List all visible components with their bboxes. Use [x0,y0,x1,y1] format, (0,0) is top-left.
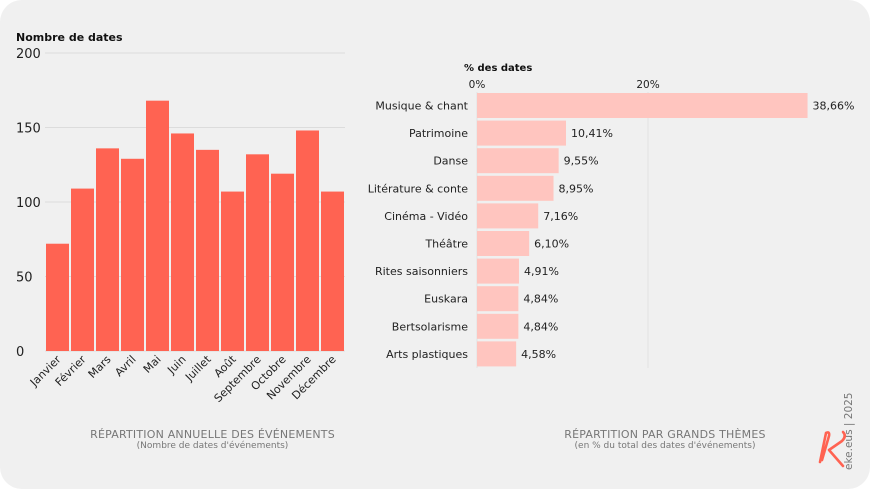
x-axis-title: % des dates [464,63,532,74]
credit-text: eke.eus | 2025 [843,392,855,470]
bar-theme [477,93,808,118]
data-label: 10,41% [571,127,613,140]
y-axis-title: Nombre de dates [16,31,123,44]
data-label: 4,84% [523,293,558,306]
data-label: 8,95% [559,182,594,195]
data-label: 4,84% [523,320,558,333]
category-label: Rites saisonniers [375,265,468,278]
category-label: Danse [433,155,468,168]
bar-theme [477,120,567,146]
left-caption-title: RÉPARTITION ANNUELLE DES ÉVÉNEMENTS [90,428,335,441]
y-tick-label: 0 [16,345,24,360]
category-label: Euskara [424,293,468,306]
bar-theme [477,175,554,201]
bar-décembre [321,191,344,351]
category-label: Patrimoine [409,127,468,140]
bar-août [221,191,244,351]
x-tick-label: Avril [112,353,138,379]
y-tick-label: 100 [16,196,41,211]
x-tick-label: Mars [86,353,114,381]
category-label: Théâtre [424,238,468,251]
right-caption-title: RÉPARTITION PAR GRANDS THÈMES [564,428,766,441]
bar-juin [171,133,194,351]
bar-theme [477,148,559,174]
bar-theme [477,231,530,256]
x-tick-label: 0% [469,79,486,91]
bar-theme [477,286,519,312]
y-tick-label: 200 [16,47,41,62]
data-label: 4,91% [524,265,559,278]
bar-mars [96,148,119,351]
bar-theme [477,203,539,229]
category-label: Arts plastiques [386,348,468,361]
bar-theme [477,258,519,284]
right-caption-subtitle: (en % du total des dates d'événements) [574,441,756,451]
bar-février [71,188,94,351]
x-tick-label: Mai [141,353,164,376]
bar-avril [121,158,144,351]
bar-novembre [296,130,319,351]
left-caption: RÉPARTITION ANNUELLE DES ÉVÉNEMENTS (Nom… [40,428,385,451]
bar-theme [477,313,519,339]
category-label: Cinéma - Vidéo [384,210,468,223]
x-tick-label: Juillet [182,352,214,384]
x-tick-label: 20% [636,79,659,91]
category-label: Bertsolarisme [392,320,468,333]
bar-septembre [246,154,269,351]
y-tick-label: 50 [16,271,33,286]
data-label: 4,58% [521,348,556,361]
data-label: 9,55% [564,155,599,168]
left-caption-subtitle: (Nombre de dates d'événements) [136,441,289,451]
bar-theme [477,341,517,367]
bar-octobre [271,173,294,351]
bar-mai [146,100,169,352]
data-label: 6,10% [534,238,569,251]
right-caption: RÉPARTITION PAR GRANDS THÈMES (en % du t… [490,428,840,451]
data-label: 38,66% [813,100,855,113]
data-label: 7,16% [543,210,578,223]
bar-janvier [46,243,69,351]
category-label: Litérature & conte [368,182,468,195]
category-label: Musique & chant [375,100,468,113]
y-tick-label: 150 [16,122,41,137]
bar-juillet [196,149,219,351]
